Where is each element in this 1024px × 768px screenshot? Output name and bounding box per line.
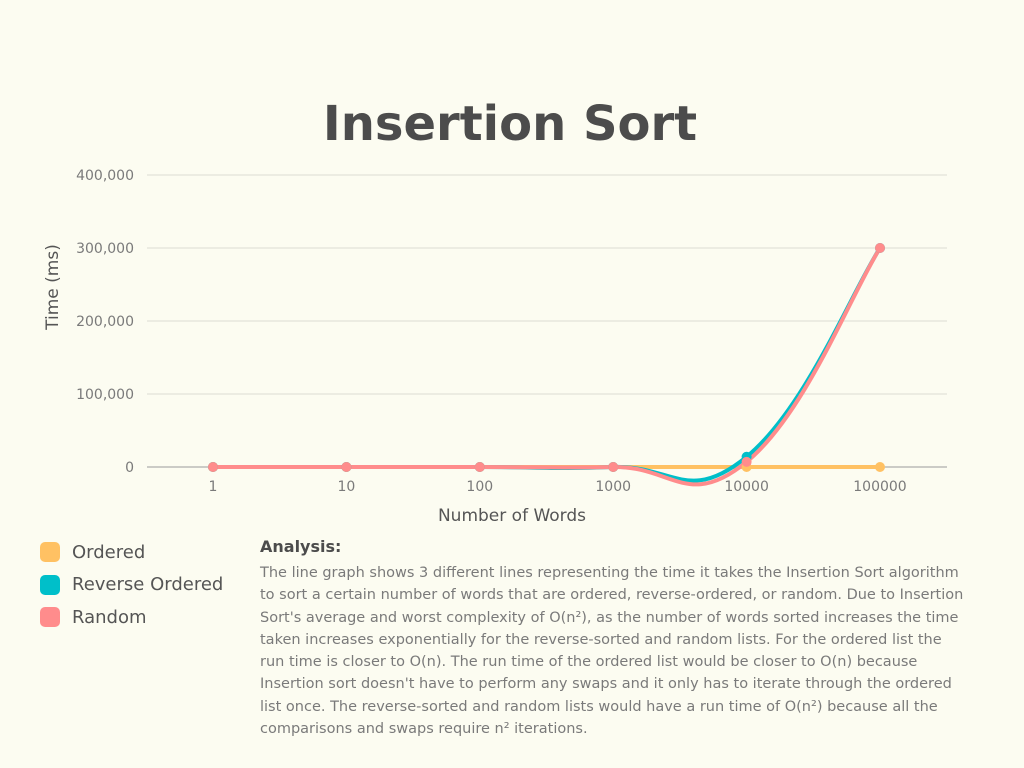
chart-title: Insertion Sort bbox=[322, 96, 698, 152]
gridlines bbox=[147, 174, 947, 468]
line-chart: 0 100,000 200,000 300,000 400,000 1 10 100 1000… bbox=[43, 168, 947, 526]
legend-item-random: Random bbox=[40, 601, 223, 634]
data-point-random bbox=[208, 462, 218, 472]
legend-swatch-random bbox=[40, 607, 60, 628]
data-point-random bbox=[341, 462, 352, 472]
x-tick-label: 100 bbox=[466, 479, 493, 495]
data-point-ordered bbox=[875, 462, 885, 472]
series-line-random bbox=[211, 246, 882, 487]
x-tick-label: 1000 bbox=[595, 479, 631, 495]
y-tick-label: 100,000 bbox=[76, 387, 134, 403]
y-tick-labels: 0 100,000 200,000 300,000 400,000 bbox=[76, 168, 134, 476]
x-axis-label: Number of Words bbox=[438, 506, 586, 526]
data-point-random bbox=[741, 456, 752, 467]
data-point-random bbox=[474, 462, 485, 472]
x-tick-label: 10000 bbox=[724, 479, 769, 495]
y-tick-label: 300,000 bbox=[76, 241, 134, 257]
legend-item-reverse-ordered: Reverse Ordered bbox=[40, 569, 223, 602]
y-tick-label: 400,000 bbox=[76, 168, 134, 184]
y-tick-label: 0 bbox=[125, 460, 134, 476]
analysis-section: Analysis: The line graph shows 3 differe… bbox=[260, 537, 968, 740]
legend-swatch-reverse-ordered bbox=[40, 574, 60, 595]
x-tick-label: 1 bbox=[209, 479, 218, 495]
legend-item-ordered: Ordered bbox=[40, 536, 223, 569]
y-axis-label: Time (ms) bbox=[43, 244, 63, 331]
x-tick-labels: 1 10 100 1000 10000 100000 bbox=[209, 479, 907, 495]
y-tick-label: 200,000 bbox=[76, 314, 134, 330]
legend-swatch-ordered bbox=[40, 542, 60, 563]
analysis-heading: Analysis: bbox=[260, 537, 342, 556]
data-point-random bbox=[875, 243, 885, 253]
series-points bbox=[208, 243, 885, 472]
legend-label-ordered: Ordered bbox=[72, 541, 146, 563]
legend-label-random: Random bbox=[72, 606, 147, 628]
series-line-reverse-ordered bbox=[211, 246, 882, 483]
data-point-random bbox=[608, 462, 619, 472]
legend-label-reverse-ordered: Reverse Ordered bbox=[72, 574, 224, 596]
x-tick-label: 10 bbox=[337, 479, 355, 495]
x-tick-label: 100000 bbox=[853, 479, 906, 495]
legend: Ordered Reverse Ordered Random bbox=[40, 536, 223, 634]
analysis-text: The line graph shows 3 different lines r… bbox=[260, 565, 964, 738]
series-lines bbox=[211, 246, 882, 487]
